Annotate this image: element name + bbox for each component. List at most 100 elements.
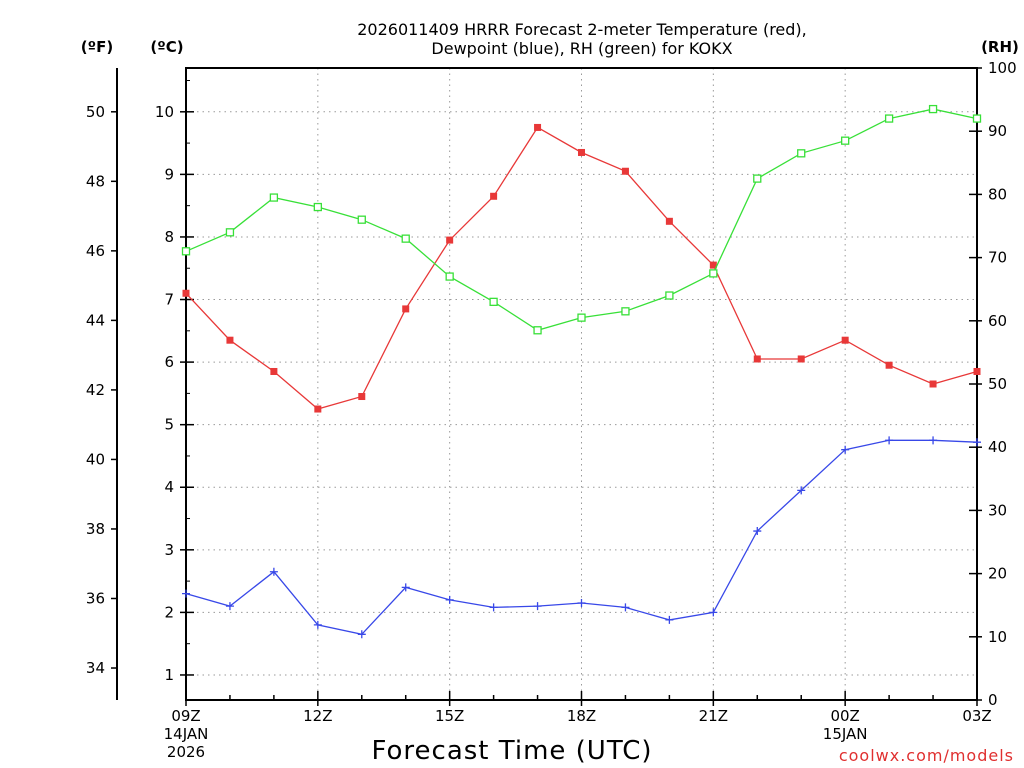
temperature-point: [885, 361, 893, 369]
rh-point: [665, 291, 674, 300]
x-tick-label: 00Z: [830, 707, 859, 725]
rh-point: [797, 149, 806, 158]
rh-point: [533, 326, 542, 335]
celsius-tick-label: 9: [164, 165, 174, 183]
rh-point: [884, 114, 894, 123]
dewpoint-point: [577, 599, 586, 608]
rh-point: [225, 228, 235, 237]
temperature-line: [185, 126, 978, 410]
dewpoint-point: [533, 602, 542, 611]
celsius-unit-label: (ºC): [150, 38, 183, 56]
temperature-point: [270, 367, 278, 375]
x-tick-label: 15JAN: [823, 725, 868, 743]
rh-point: [401, 234, 410, 243]
temperature-point: [534, 123, 542, 131]
temperature-point: [446, 236, 454, 244]
dewpoint-point: [841, 445, 850, 454]
rh-tick-label: 10: [988, 628, 1007, 646]
rh-point: [181, 247, 191, 256]
temperature-point: [929, 380, 937, 388]
x-axis-title: Forecast Time (UTC): [371, 736, 652, 766]
dewpoint-point: [885, 436, 894, 445]
temperature-point: [402, 305, 410, 313]
credit-text: coolwx.com/models: [839, 746, 1014, 765]
fahrenheit-tick-label: 36: [86, 589, 105, 607]
chart-title-line-2: Dewpoint (blue), RH (green) for KOKX: [431, 39, 732, 58]
x-tick-label: 03Z: [962, 707, 991, 725]
rh-point: [621, 307, 630, 316]
dewpoint-point: [665, 615, 674, 624]
fahrenheit-unit-label: (ºF): [81, 38, 113, 56]
x-tick-label: 09Z: [171, 707, 200, 725]
rh-tick-label: 60: [988, 312, 1007, 330]
dewpoint-point: [182, 589, 190, 598]
rh-tick-label: 30: [988, 501, 1007, 519]
dewpoint-point: [401, 583, 410, 592]
dewpoint-point: [269, 567, 278, 576]
temperature-point: [578, 148, 585, 156]
rh-point: [269, 193, 279, 202]
dewpoint-point: [753, 527, 762, 536]
rh-point: [753, 174, 762, 183]
chart-title-line-1: 2026011409 HRRR Forecast 2-meter Tempera…: [357, 20, 807, 39]
x-tick-label: 21Z: [699, 707, 728, 725]
dewpoint-point: [709, 608, 718, 617]
fahrenheit-tick-label: 46: [86, 242, 105, 260]
rh-tick-label: 40: [988, 438, 1007, 456]
fahrenheit-tick-label: 44: [86, 311, 105, 329]
rh-tick-label: 0: [988, 691, 998, 709]
rh-point: [709, 269, 718, 278]
celsius-tick-label: 5: [164, 416, 174, 434]
temperature-point: [358, 393, 366, 401]
rh-tick-label: 50: [988, 375, 1007, 393]
temperature-point: [753, 355, 761, 363]
temperature-point: [182, 289, 190, 297]
fahrenheit-tick-label: 40: [86, 450, 105, 468]
x-tick-label: 18Z: [567, 707, 596, 725]
fahrenheit-tick-label: 48: [86, 172, 105, 190]
temperature-point: [709, 261, 717, 269]
temperature-point: [314, 405, 322, 413]
rh-tick-label: 90: [988, 122, 1007, 140]
rh-point: [928, 104, 938, 114]
rh-tick-label: 20: [988, 565, 1007, 583]
celsius-tick-label: 4: [164, 478, 174, 496]
dewpoint-point: [357, 630, 366, 639]
temperature-point: [797, 355, 805, 363]
rh-point: [313, 202, 322, 212]
dewpoint-point: [973, 438, 981, 447]
fahrenheit-tick-label: 42: [86, 381, 105, 399]
dewpoint-point: [797, 486, 806, 495]
dewpoint-point: [313, 620, 322, 629]
dewpoint-point: [621, 603, 630, 612]
data-series: [181, 104, 982, 639]
fahrenheit-tick-label: 50: [86, 103, 105, 121]
rh-tick-label: 70: [988, 249, 1007, 267]
dewpoint-point: [489, 603, 498, 612]
dewpoint-point: [929, 436, 938, 445]
temperature-point: [621, 167, 629, 175]
grid-lines: [186, 68, 977, 700]
rh-point: [445, 272, 454, 281]
temperature-point: [665, 217, 673, 225]
x-tick-label: 14JAN: [164, 725, 209, 743]
celsius-tick-label: 1: [164, 666, 174, 684]
rh-point: [972, 114, 982, 123]
celsius-tick-label: 8: [164, 228, 174, 246]
rh-point: [357, 215, 366, 224]
dewpoint-point: [445, 595, 454, 604]
temperature-point: [490, 192, 498, 200]
rh-line: [185, 108, 978, 332]
rh-tick-label: 100: [988, 59, 1017, 77]
temperature-point: [841, 336, 849, 344]
fahrenheit-tick-label: 38: [86, 520, 105, 538]
celsius-tick-label: 10: [155, 103, 174, 121]
rh-point: [841, 136, 850, 145]
rh-point: [489, 297, 498, 306]
dewpoint-point: [225, 602, 234, 611]
rh-unit-label: (RH): [981, 38, 1019, 56]
celsius-tick-label: 6: [164, 353, 174, 371]
fahrenheit-tick-label: 34: [86, 659, 105, 677]
